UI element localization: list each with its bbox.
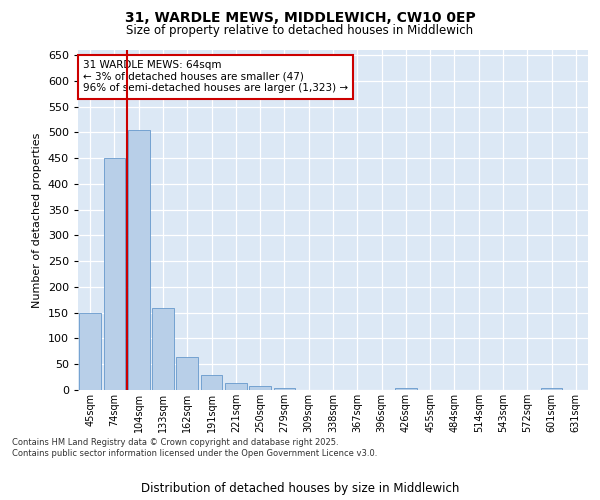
Text: Size of property relative to detached houses in Middlewich: Size of property relative to detached ho… [127, 24, 473, 37]
Text: Distribution of detached houses by size in Middlewich: Distribution of detached houses by size … [141, 482, 459, 495]
Bar [274, 388, 295, 390]
Bar [104, 158, 125, 390]
Bar [225, 384, 247, 390]
Text: Contains HM Land Registry data © Crown copyright and database right 2025.
Contai: Contains HM Land Registry data © Crown c… [12, 438, 377, 458]
Text: 31 WARDLE MEWS: 64sqm
← 3% of detached houses are smaller (47)
96% of semi-detac: 31 WARDLE MEWS: 64sqm ← 3% of detached h… [83, 60, 348, 94]
Bar [395, 388, 417, 390]
Bar [200, 374, 223, 390]
Bar [152, 308, 174, 390]
Bar [79, 312, 101, 390]
Bar [249, 386, 271, 390]
Bar [541, 388, 562, 390]
Bar [176, 356, 198, 390]
Text: 31, WARDLE MEWS, MIDDLEWICH, CW10 0EP: 31, WARDLE MEWS, MIDDLEWICH, CW10 0EP [125, 11, 475, 25]
Bar [128, 130, 149, 390]
Y-axis label: Number of detached properties: Number of detached properties [32, 132, 42, 308]
